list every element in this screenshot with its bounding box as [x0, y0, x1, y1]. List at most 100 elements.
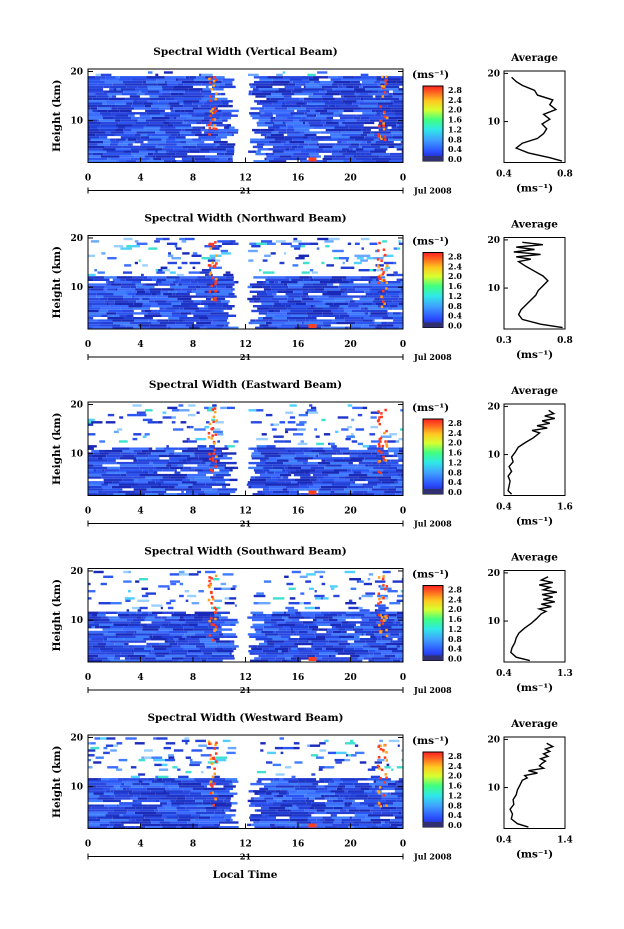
date-day-label: 21	[240, 519, 251, 529]
average-unit: (ms⁻¹)	[516, 849, 553, 861]
beam-panel-4: Spectral Width (Southward Beam) 20 10 Heigh…	[51, 546, 573, 696]
colorbar-tick: 2.8	[448, 585, 462, 595]
colorbar-tick: 2.4	[448, 428, 462, 438]
colorbar-tick: 2.4	[448, 594, 462, 604]
date-day-label: 21	[240, 186, 251, 196]
x-tick-label: 8	[190, 340, 196, 350]
colorbar-tick: 0.4	[448, 644, 462, 654]
x-tick-label: 12	[239, 174, 252, 184]
heatmap	[88, 737, 403, 829]
x-tick-label: 8	[190, 174, 196, 184]
x-tick-label: 16	[292, 340, 305, 350]
profile-y-tick: 20	[487, 236, 500, 246]
profile-x-tick: 0.4	[496, 170, 512, 180]
average-frame	[503, 403, 566, 496]
x-tick-label: 20	[344, 840, 357, 850]
profile-y-tick: 20	[487, 569, 500, 579]
x-tick-label: 4	[137, 340, 143, 350]
x-tick-label: 12	[239, 507, 252, 517]
colorbar-unit: (ms⁻¹)	[412, 569, 449, 581]
colorbar-tick: 2.0	[448, 604, 462, 614]
x-tick-label: 0	[85, 507, 91, 517]
x-tick-label: 20	[344, 174, 357, 184]
y-axis-label: Height (km)	[51, 80, 63, 152]
colorbar-tick: 1.2	[448, 457, 462, 467]
colorbar-unit: (ms⁻¹)	[412, 735, 449, 747]
average-title: Average	[510, 52, 558, 64]
y-tick-label: 10	[70, 616, 83, 626]
profile-x-tick: 0.4	[496, 669, 512, 679]
profile-y-tick: 10	[487, 617, 500, 627]
colorbar-tick: 2.4	[448, 261, 462, 271]
date-label: Jul 2008	[413, 186, 452, 196]
date-day-label: 21	[240, 852, 251, 862]
profile-y-tick: 10	[487, 784, 500, 794]
colorbar-tick: 0.8	[448, 134, 462, 144]
colorbar-tick: 2.4	[448, 761, 462, 771]
heatmap	[88, 570, 403, 662]
profile-x-tick: 0.3	[496, 336, 512, 346]
x-tick-label: 12	[239, 840, 252, 850]
colorbar-unit: (ms⁻¹)	[412, 402, 449, 414]
x-tick-label: 0	[85, 340, 91, 350]
colorbar-tick: 1.2	[448, 624, 462, 634]
y-tick-label: 20	[70, 67, 83, 77]
beam-panel-5: Spectral Width (Westward Beam) 20 10 Height…	[51, 712, 573, 862]
date-label: Jul 2008	[413, 852, 452, 862]
profile-x-tick: 1.6	[557, 503, 573, 513]
heatmap	[88, 237, 403, 329]
panel-title: Spectral Width (Westward Beam)	[147, 712, 343, 724]
x-tick-label: 8	[190, 840, 196, 850]
colorbar-tick: 2.0	[448, 438, 462, 448]
panel-title: Spectral Width (Northward Beam)	[144, 213, 346, 225]
x-tick-label: 4	[137, 673, 143, 683]
average-unit: (ms⁻¹)	[516, 349, 553, 361]
colorbar-tick: 0.0	[448, 820, 462, 830]
profile-x-tick: 0.4	[496, 836, 512, 846]
y-tick-label: 10	[70, 283, 83, 293]
colorbar-tick: 0.0	[448, 654, 462, 664]
y-tick-label: 10	[70, 783, 83, 793]
heatmap	[88, 71, 403, 163]
panel-title: Spectral Width (Vertical Beam)	[153, 46, 337, 58]
colorbar-tick: 1.2	[448, 124, 462, 134]
colorbar-tick: 2.8	[448, 418, 462, 428]
colorbar-tick: 2.0	[448, 105, 462, 115]
x-tick-label: 8	[190, 507, 196, 517]
colorbar-tick: 0.4	[448, 144, 462, 154]
average-unit: (ms⁻¹)	[516, 183, 553, 195]
date-day-label: 21	[240, 685, 251, 695]
y-tick-label: 10	[70, 117, 83, 127]
y-axis-label: Height (km)	[51, 746, 63, 818]
profile-x-tick: 0.8	[557, 170, 573, 180]
colorbar-tick: 2.4	[448, 95, 462, 105]
x-tick-label: 4	[137, 507, 143, 517]
colorbar-tick: 2.0	[448, 771, 462, 781]
profile-y-tick: 20	[487, 735, 500, 745]
colorbar-tick: 1.6	[448, 781, 462, 791]
colorbar-tick: 1.2	[448, 291, 462, 301]
colorbar	[422, 252, 444, 328]
x-tick-label: 16	[292, 840, 305, 850]
beam-panel-2: Spectral Width (Northward Beam) 20 10 Heigh…	[51, 213, 573, 363]
x-tick-label: 0	[85, 673, 91, 683]
colorbar-tick: 0.8	[448, 301, 462, 311]
profile-x-tick: 0.8	[557, 336, 573, 346]
profile-x-tick: 1.4	[557, 836, 573, 846]
average-unit: (ms⁻¹)	[516, 682, 553, 694]
y-tick-label: 20	[70, 733, 83, 743]
heatmap	[88, 404, 403, 496]
average-title: Average	[510, 552, 558, 564]
x-axis-label: Local Time	[213, 869, 278, 881]
profile-x-tick: 1.3	[557, 669, 573, 679]
x-tick-label: 0	[85, 840, 91, 850]
colorbar-tick: 0.8	[448, 634, 462, 644]
x-tick-label: 16	[292, 673, 305, 683]
colorbar	[422, 418, 444, 495]
x-tick-label: 0	[400, 174, 406, 184]
x-tick-label: 0	[400, 507, 406, 517]
colorbar-tick: 1.6	[448, 115, 462, 125]
average-unit: (ms⁻¹)	[516, 516, 553, 528]
date-label: Jul 2008	[413, 519, 452, 529]
average-frame	[503, 237, 566, 330]
